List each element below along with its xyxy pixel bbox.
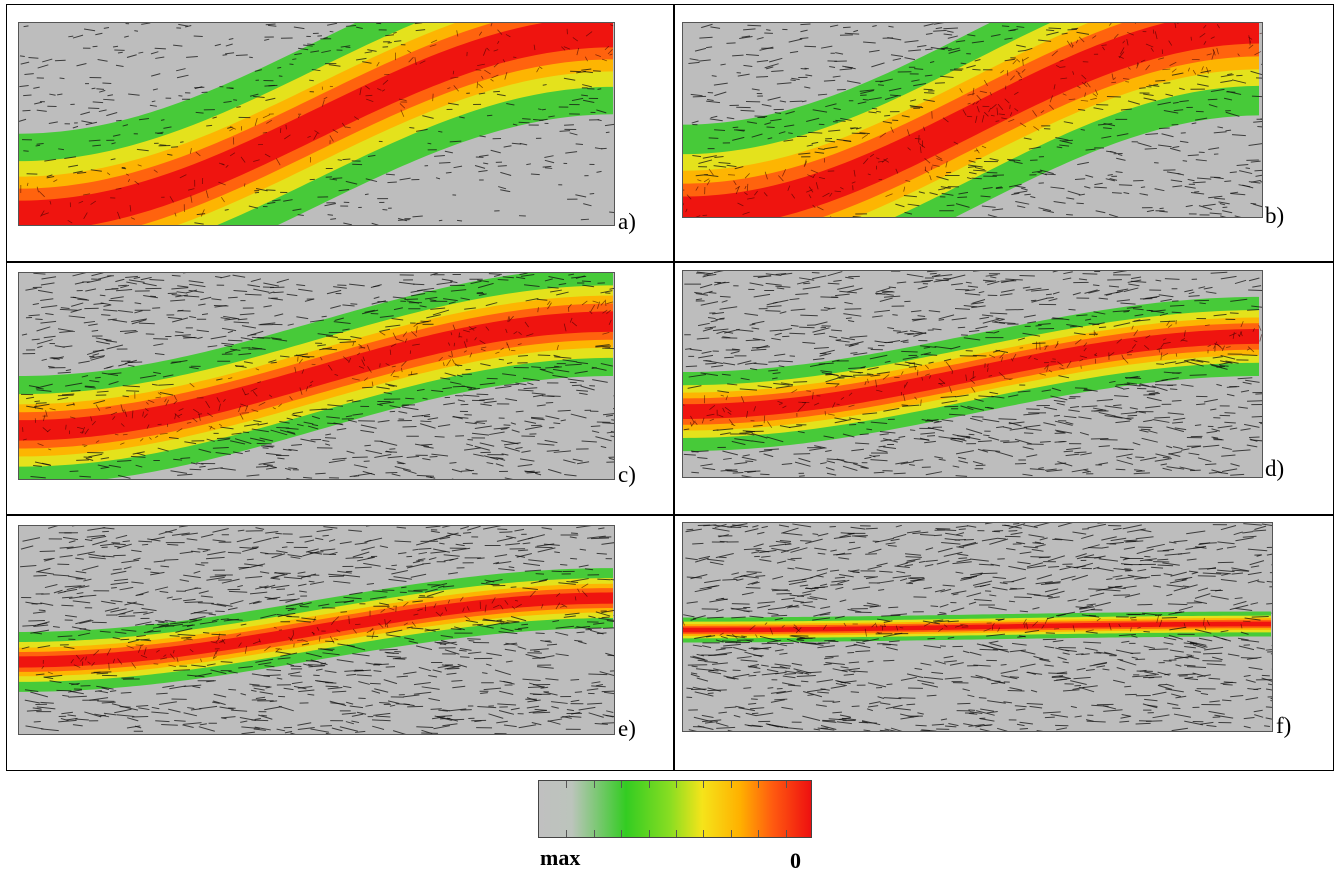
vector-field [683,271,1262,477]
colorbar-tick [593,830,595,837]
colorbar-min-label: max [540,845,581,870]
grid-divider-row1 [7,261,1333,263]
colorbar-tick [730,830,732,837]
colorbar-tick [676,781,677,788]
panel-d-label: d) [1265,456,1285,481]
panel-a [18,22,615,226]
colorbar-tick [676,830,677,837]
colorbar-tick [648,781,650,788]
grid-divider-row2 [7,514,1333,516]
vector-field [20,526,614,734]
grid-divider-vertical [673,5,675,770]
panel-a-label: a) [618,209,636,234]
panel-e-field [19,526,614,734]
panel-c-label: c) [618,462,636,487]
colorbar-tick [785,830,787,837]
band-layer [683,23,1259,217]
panel-d-field [683,271,1262,477]
colorbar-tick [566,781,568,788]
panel-d [682,270,1263,478]
colorbar-tick [703,781,705,788]
colorbar-tick [621,830,623,837]
panel-f-label: f) [1276,713,1292,738]
band-layer [19,592,613,668]
colorbar-tick [703,830,705,837]
vector-field [683,23,1262,217]
band-layer [683,329,1259,419]
colorbar-max-label: 0 [790,848,801,873]
colorbar-tick [785,781,787,788]
panel-b-label: b) [1265,203,1285,228]
colorbar [538,780,812,838]
band-layer [19,311,613,441]
figure-grid [6,4,1334,771]
band-layer [683,621,1271,633]
panel-b-field [683,23,1262,217]
vector-field [19,23,614,225]
panel-e-label: e) [618,716,636,741]
colorbar-tick [730,781,732,788]
panel-c [18,272,615,480]
colorbar-tick [758,830,760,837]
vector-field [683,523,1272,731]
colorbar-tick [593,781,595,788]
colorbar-tick [758,781,760,788]
colorbar-tick [648,830,650,837]
panel-e [18,525,615,735]
panel-a-field [19,23,614,225]
colorbar-tick [621,781,623,788]
colorbar-tick [566,830,568,837]
vector-field [21,273,614,479]
band-layer [19,23,613,225]
panel-f [682,522,1273,732]
panel-c-field [19,273,614,479]
panel-b [682,22,1263,218]
panel-f-field [683,523,1272,731]
